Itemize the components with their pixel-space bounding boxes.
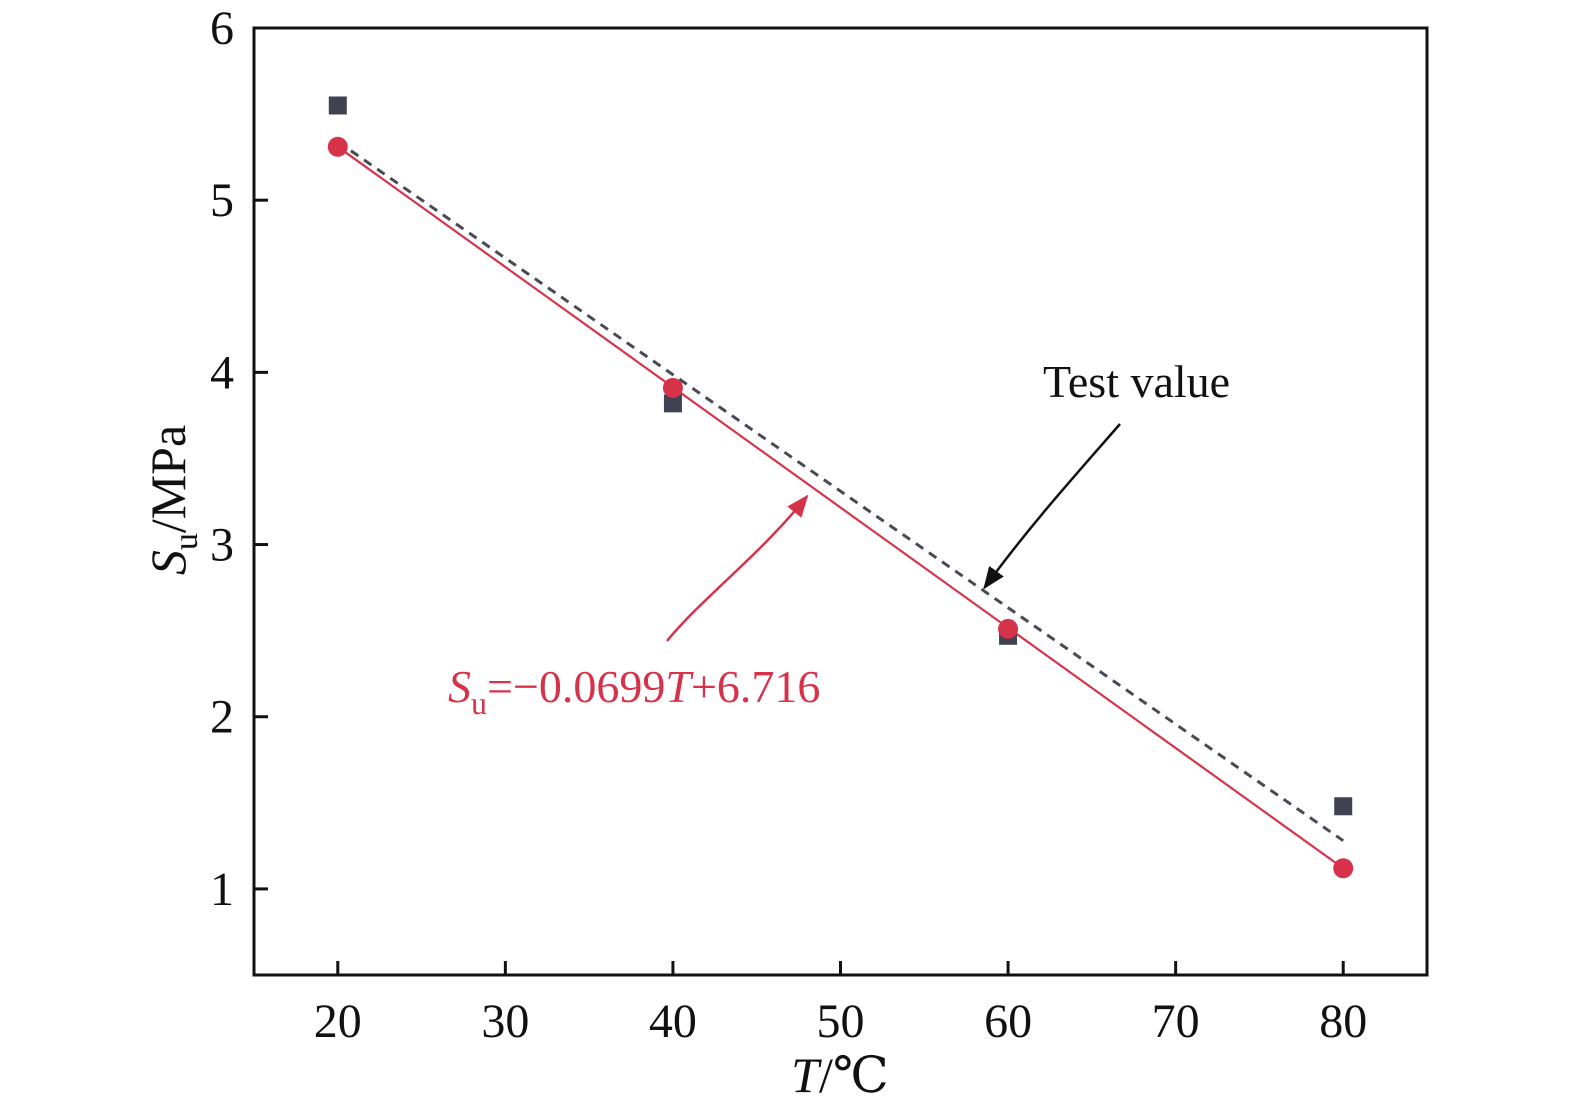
x-tick-label: 50: [817, 995, 865, 1048]
circle-data-point: [998, 618, 1019, 639]
x-axis-title: T/℃: [791, 1047, 889, 1103]
y-tick-label: 3: [210, 519, 234, 572]
x-tick-label: 30: [481, 995, 529, 1048]
square-data-point: [1334, 797, 1353, 816]
test-value-fit-line: [336, 140, 1345, 842]
test-value-annotation: Test value: [1043, 356, 1230, 407]
y-axis-title: Su/MPa: [140, 425, 205, 575]
circle-data-point: [662, 377, 683, 398]
y-tick-label: 6: [210, 2, 234, 55]
test-value-arrow: [983, 423, 1121, 590]
x-tick-label: 40: [649, 995, 697, 1048]
x-tick-label: 70: [1152, 995, 1200, 1048]
square-data-point: [663, 394, 682, 413]
y-tick-label: 2: [210, 691, 234, 744]
x-tick-label: 80: [1319, 995, 1367, 1048]
x-tick-label: 20: [314, 995, 362, 1048]
x-tick-label: 60: [984, 995, 1032, 1048]
plot-frame: [252, 26, 1429, 977]
y-tick-label: 5: [210, 174, 234, 227]
square-data-point: [328, 96, 347, 115]
circle-data-point: [327, 136, 348, 157]
fit-lines: [336, 140, 1345, 870]
y-tick-label: 1: [210, 863, 234, 916]
fit-equation-annotation: Su=−0.0699T+6.716: [448, 661, 820, 721]
x-axis-ticks: 20 30 40 50 60 70 80: [314, 961, 1367, 1048]
data-markers: [327, 96, 1354, 879]
y-axis-ticks: 1 2 3 4 5 6: [210, 2, 268, 916]
circle-data-point: [1333, 858, 1354, 879]
fit-equation-arrow: [666, 494, 809, 642]
regression-fit-line: [337, 145, 1344, 870]
y-tick-label: 4: [210, 346, 234, 399]
